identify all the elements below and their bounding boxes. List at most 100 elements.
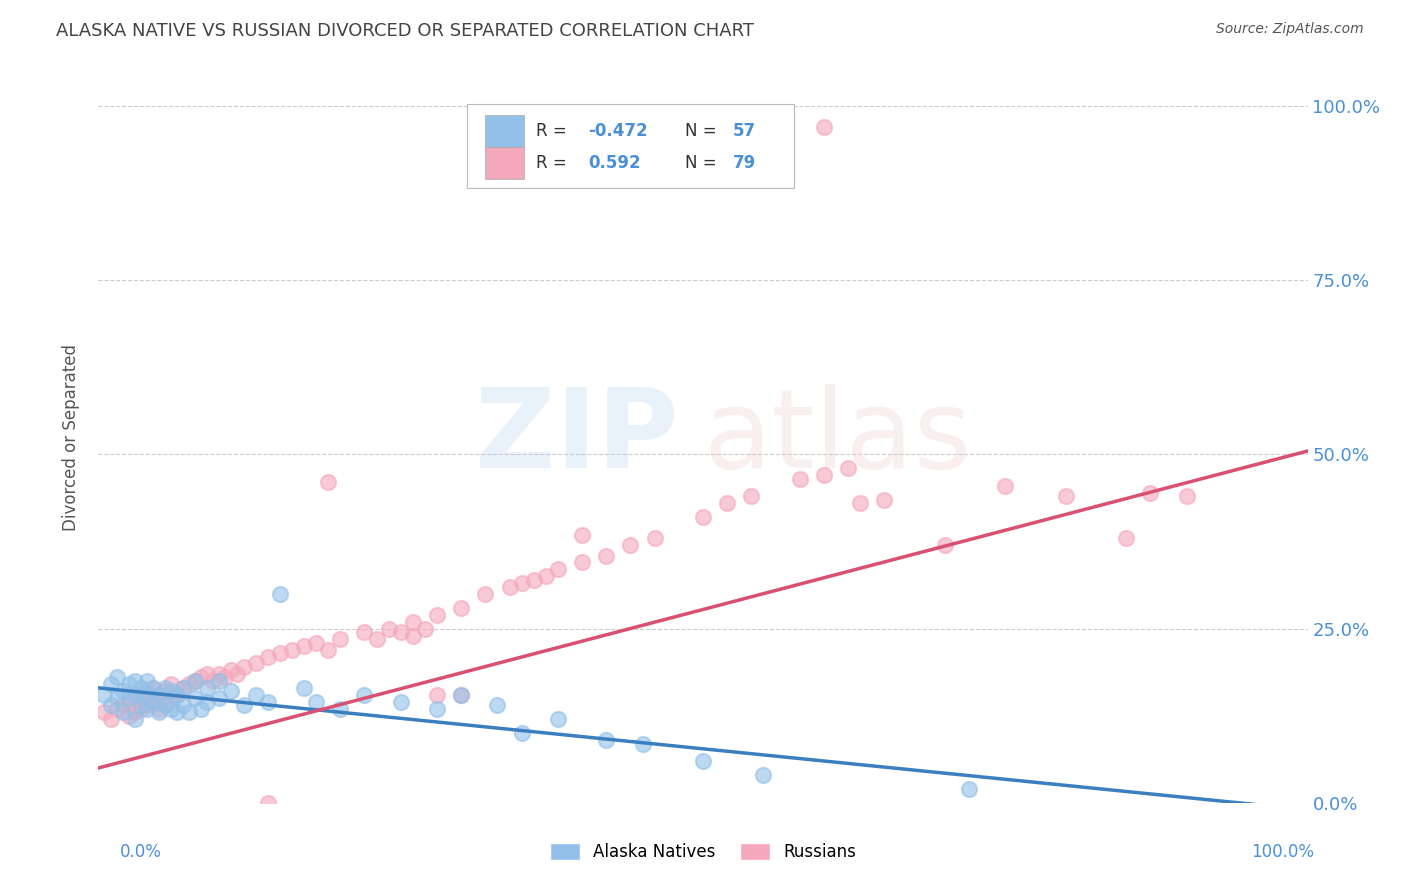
Point — [595, 733, 617, 747]
Text: -0.472: -0.472 — [588, 122, 648, 140]
Point — [316, 475, 339, 490]
Text: 0.592: 0.592 — [588, 154, 641, 172]
Point — [179, 705, 201, 719]
Point — [389, 695, 412, 709]
Point — [329, 702, 352, 716]
Point — [124, 691, 146, 706]
Point — [547, 712, 569, 726]
Point — [135, 698, 157, 713]
Text: N =: N = — [685, 154, 721, 172]
Point — [366, 632, 388, 646]
Point — [426, 607, 449, 622]
Point — [644, 531, 666, 545]
Point — [105, 702, 128, 716]
Point — [105, 670, 128, 684]
Point — [377, 622, 399, 636]
Point — [849, 496, 872, 510]
Point — [1139, 485, 1161, 500]
Point — [413, 622, 436, 636]
Point — [184, 673, 207, 688]
Point — [166, 688, 188, 702]
FancyBboxPatch shape — [485, 147, 524, 179]
Point — [269, 646, 291, 660]
Point — [1175, 489, 1198, 503]
Point — [716, 496, 738, 510]
Point — [837, 461, 859, 475]
Point — [184, 691, 207, 706]
Point — [245, 688, 267, 702]
Point — [752, 768, 775, 782]
Point — [195, 695, 218, 709]
Point — [93, 705, 115, 719]
Point — [142, 695, 165, 709]
Point — [813, 120, 835, 134]
Point — [523, 573, 546, 587]
Point — [129, 702, 152, 716]
Point — [226, 667, 249, 681]
Point — [129, 698, 152, 713]
Point — [166, 705, 188, 719]
Point — [124, 705, 146, 719]
Point — [124, 673, 146, 688]
Point — [305, 635, 328, 649]
Text: 100.0%: 100.0% — [1251, 843, 1315, 861]
Point — [129, 688, 152, 702]
Point — [450, 688, 472, 702]
Point — [305, 695, 328, 709]
Point — [486, 698, 509, 713]
Point — [124, 688, 146, 702]
Point — [148, 705, 170, 719]
Point — [426, 688, 449, 702]
Point — [129, 681, 152, 695]
Point — [934, 538, 956, 552]
Text: atlas: atlas — [703, 384, 972, 491]
Point — [208, 667, 231, 681]
Point — [571, 527, 593, 541]
Point — [571, 556, 593, 570]
Text: ZIP: ZIP — [475, 384, 679, 491]
Point — [142, 695, 165, 709]
Point — [118, 677, 141, 691]
Point — [256, 649, 278, 664]
Point — [153, 698, 176, 713]
Point — [510, 726, 533, 740]
Point — [813, 468, 835, 483]
Point — [148, 688, 170, 702]
Point — [202, 673, 225, 688]
Point — [402, 615, 425, 629]
Point — [142, 681, 165, 695]
Point — [160, 691, 183, 706]
Point — [353, 625, 375, 640]
Point — [269, 587, 291, 601]
Point — [534, 569, 557, 583]
Point — [148, 688, 170, 702]
Text: 0.0%: 0.0% — [120, 843, 162, 861]
Point — [166, 688, 188, 702]
Point — [195, 681, 218, 695]
Point — [547, 562, 569, 576]
Point — [124, 712, 146, 726]
Point — [111, 705, 134, 719]
Point — [179, 677, 201, 691]
Point — [232, 660, 254, 674]
Point — [740, 489, 762, 503]
Point — [389, 625, 412, 640]
Point — [160, 677, 183, 691]
Text: Source: ZipAtlas.com: Source: ZipAtlas.com — [1216, 22, 1364, 37]
Point — [135, 673, 157, 688]
Point — [256, 695, 278, 709]
Point — [160, 684, 183, 698]
Point — [172, 681, 194, 695]
FancyBboxPatch shape — [485, 115, 524, 147]
Point — [281, 642, 304, 657]
Point — [214, 670, 236, 684]
Point — [100, 677, 122, 691]
Point — [100, 712, 122, 726]
Point — [118, 695, 141, 709]
Point — [957, 781, 980, 796]
Point — [692, 510, 714, 524]
Point — [631, 737, 654, 751]
Point — [692, 754, 714, 768]
Point — [353, 688, 375, 702]
Point — [474, 587, 496, 601]
